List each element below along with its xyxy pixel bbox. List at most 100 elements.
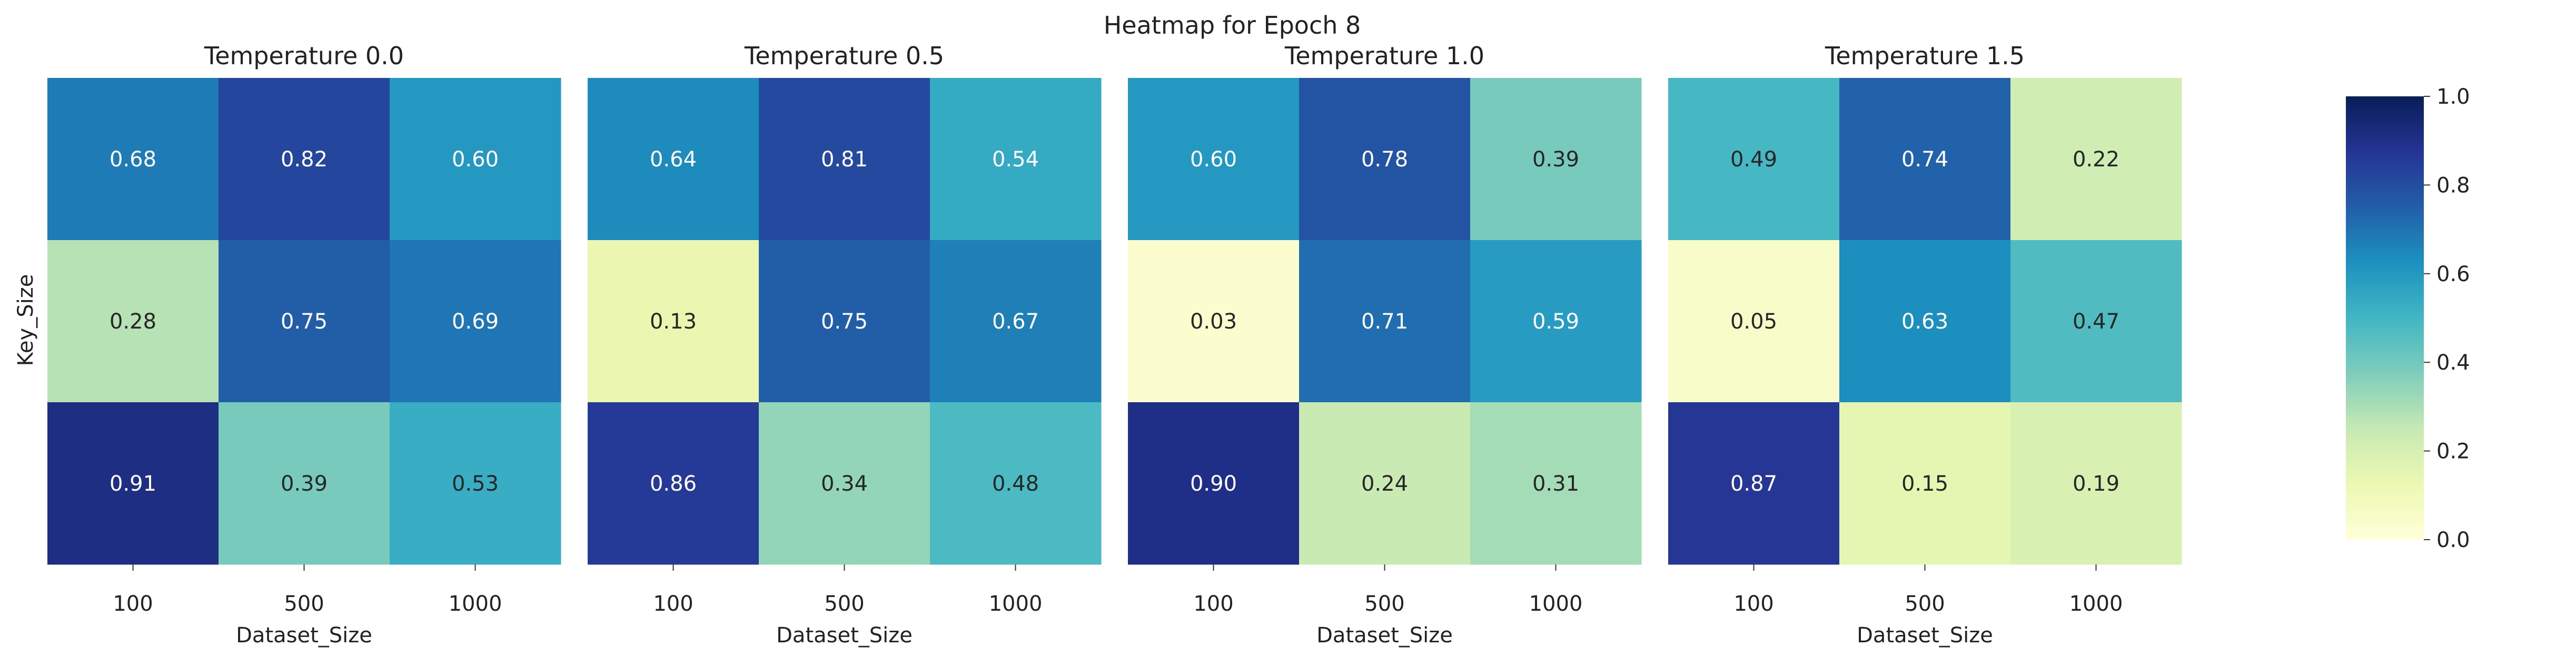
panel-title: Temperature 1.0 xyxy=(1284,42,1484,70)
cell-value-label: 0.54 xyxy=(992,147,1039,172)
heatmap-cell xyxy=(930,402,1102,565)
x-tick-label: 1000 xyxy=(1529,592,1583,616)
x-axis-label: Dataset_Size xyxy=(1857,623,1993,648)
heatmap-cell xyxy=(759,402,930,565)
heatmap-cell xyxy=(390,240,561,403)
heatmap-cell xyxy=(1299,78,1471,241)
heatmap-cell xyxy=(588,240,759,403)
cell-value-label: 0.91 xyxy=(110,472,156,496)
panel-title: Temperature 0.5 xyxy=(744,42,944,70)
cell-value-label: 0.87 xyxy=(1730,472,1777,496)
x-tick-label: 500 xyxy=(1905,592,1945,616)
heatmap-cell xyxy=(1470,240,1642,403)
cell-value-label: 0.82 xyxy=(281,147,328,172)
x-tick-label: 100 xyxy=(1193,592,1233,616)
colorbar-tick-label: 0.8 xyxy=(2436,173,2470,197)
cell-value-label: 0.69 xyxy=(452,310,499,334)
cell-value-label: 0.19 xyxy=(2073,472,2119,496)
heatmap-panel: Temperature 0.0 0.68 0.82 0.60 0.28 0.75 0.69 0… xyxy=(47,42,561,648)
heatmap-cell xyxy=(390,402,561,565)
heatmap-cell xyxy=(1668,402,1840,565)
cell-value-label: 0.05 xyxy=(1730,310,1777,334)
cell-value-label: 0.75 xyxy=(281,310,328,334)
cell-value-label: 0.90 xyxy=(1190,472,1237,496)
colorbar-gradient xyxy=(2346,96,2424,540)
colorbar-tick-label: 0.2 xyxy=(2436,440,2470,464)
heatmap-cell xyxy=(47,402,219,565)
heatmap-cell xyxy=(588,402,759,565)
heatmap-panel: Temperature 1.0 0.60 0.78 0.39 0.03 0.71 0.59 0… xyxy=(1128,42,1642,648)
colorbar-tick-label: 0.4 xyxy=(2436,351,2470,375)
cell-value-label: 0.63 xyxy=(1901,310,1948,334)
heatmap-cell xyxy=(1128,240,1300,403)
cell-value-label: 0.24 xyxy=(1361,472,1408,496)
cell-value-label: 0.74 xyxy=(1901,147,1948,172)
cell-value-label: 0.34 xyxy=(821,472,868,496)
heatmap-cell xyxy=(588,78,759,241)
heatmap-cell xyxy=(390,78,561,241)
heatmap-cell xyxy=(219,240,390,403)
cell-value-label: 0.59 xyxy=(1532,310,1579,334)
colorbar-tick-label: 0.6 xyxy=(2436,262,2470,286)
heatmap-cell xyxy=(930,240,1102,403)
cell-value-label: 0.64 xyxy=(650,147,697,172)
heatmap-cell xyxy=(2010,402,2182,565)
heatmap-cell xyxy=(1470,78,1642,241)
cell-value-label: 0.31 xyxy=(1532,472,1579,496)
cell-value-label: 0.71 xyxy=(1361,310,1408,334)
cell-value-label: 0.68 xyxy=(110,147,156,172)
cell-value-label: 0.39 xyxy=(281,472,328,496)
cell-value-label: 0.78 xyxy=(1361,147,1408,172)
heatmap-cell xyxy=(2010,78,2182,241)
heatmap-cell xyxy=(1668,240,1840,403)
heatmap-cell xyxy=(47,78,219,241)
colorbar: 0.0 0.2 0.4 0.6 0.8 1.0 xyxy=(2346,85,2470,552)
cell-value-label: 0.03 xyxy=(1190,310,1237,334)
heatmap-cell xyxy=(2010,240,2182,403)
colorbar-tick-label: 1.0 xyxy=(2436,85,2470,109)
heatmap-panel: Temperature 1.5 0.49 0.74 0.22 0.05 0.63 0.47 0… xyxy=(1668,42,2182,648)
panel-title: Temperature 1.5 xyxy=(1825,42,2025,70)
heatmap-cell xyxy=(1839,78,2011,241)
x-tick-label: 1000 xyxy=(449,592,502,616)
x-tick-label: 100 xyxy=(1733,592,1774,616)
cell-value-label: 0.60 xyxy=(1190,147,1237,172)
y-axis-label: Key_Size xyxy=(14,274,38,366)
heatmap-cell xyxy=(1839,240,2011,403)
cell-value-label: 0.47 xyxy=(2073,310,2119,334)
cell-value-label: 0.53 xyxy=(452,472,499,496)
heatmap-cell xyxy=(1128,402,1300,565)
heatmap-panel: Temperature 0.5 0.64 0.81 0.54 0.13 0.75 0.67 0… xyxy=(588,42,1102,648)
cell-value-label: 0.49 xyxy=(1730,147,1777,172)
x-tick-label: 500 xyxy=(824,592,864,616)
heatmap-cell xyxy=(759,78,930,241)
panel-title: Temperature 0.0 xyxy=(204,42,404,70)
heatmap-cell xyxy=(1299,402,1471,565)
cell-value-label: 0.48 xyxy=(992,472,1039,496)
cell-value-label: 0.28 xyxy=(110,310,156,334)
heatmap-cell xyxy=(930,78,1102,241)
cell-value-label: 0.75 xyxy=(821,310,868,334)
heatmap-cell xyxy=(1668,78,1840,241)
x-axis-label: Dataset_Size xyxy=(1316,623,1453,648)
cell-value-label: 0.67 xyxy=(992,310,1039,334)
figure-title: Heatmap for Epoch 8 xyxy=(1104,11,1361,39)
heatmap-cell xyxy=(759,240,930,403)
x-tick-label: 500 xyxy=(1364,592,1404,616)
heatmap-cell xyxy=(1470,402,1642,565)
cell-value-label: 0.60 xyxy=(452,147,499,172)
x-tick-label: 500 xyxy=(284,592,324,616)
x-axis-label: Dataset_Size xyxy=(236,623,372,648)
x-tick-label: 1000 xyxy=(2069,592,2123,616)
cell-value-label: 0.13 xyxy=(650,310,697,334)
cell-value-label: 0.22 xyxy=(2073,147,2119,172)
cell-value-label: 0.15 xyxy=(1901,472,1948,496)
cell-value-label: 0.86 xyxy=(650,472,697,496)
x-tick-label: 1000 xyxy=(989,592,1043,616)
heatmap-cell xyxy=(1839,402,2011,565)
heatmap-cell xyxy=(1299,240,1471,403)
heatmap-cell xyxy=(47,240,219,403)
cell-value-label: 0.81 xyxy=(821,147,868,172)
